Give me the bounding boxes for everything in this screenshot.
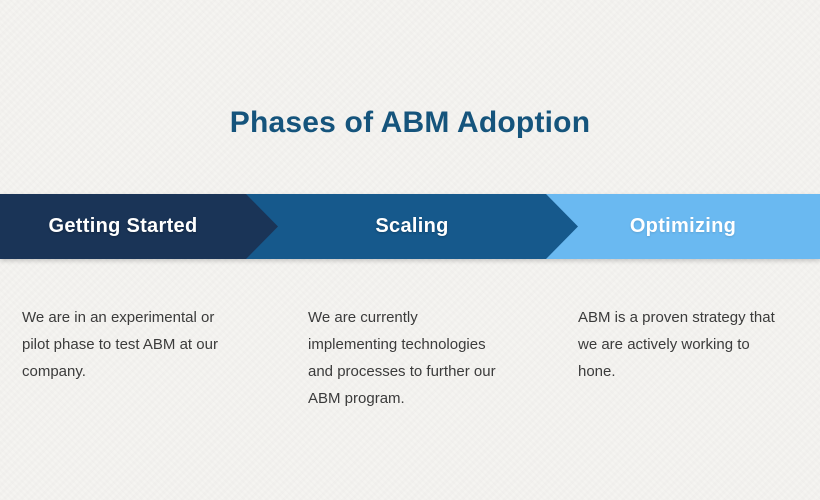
phase-arrow-row: Getting Started Scaling Optimizing [0, 194, 820, 259]
phase-arrow-scaling: Scaling [246, 194, 578, 259]
phase-description-scaling: We are currently implementing technologi… [308, 309, 496, 407]
phase-description-optimizing: ABM is a proven strategy that we are act… [578, 309, 775, 380]
phase-arrow-getting-started: Getting Started [0, 194, 278, 259]
phase-label-getting-started: Getting Started [48, 215, 198, 237]
phase-description-getting-started: We are in an experimental or pilot phase… [22, 309, 218, 380]
phase-label-optimizing: Optimizing [629, 215, 737, 237]
page-title: Phases of ABM Adoption [229, 106, 591, 140]
phase-arrow-optimizing: Optimizing [546, 194, 820, 259]
phase-label-scaling: Scaling [375, 215, 449, 237]
